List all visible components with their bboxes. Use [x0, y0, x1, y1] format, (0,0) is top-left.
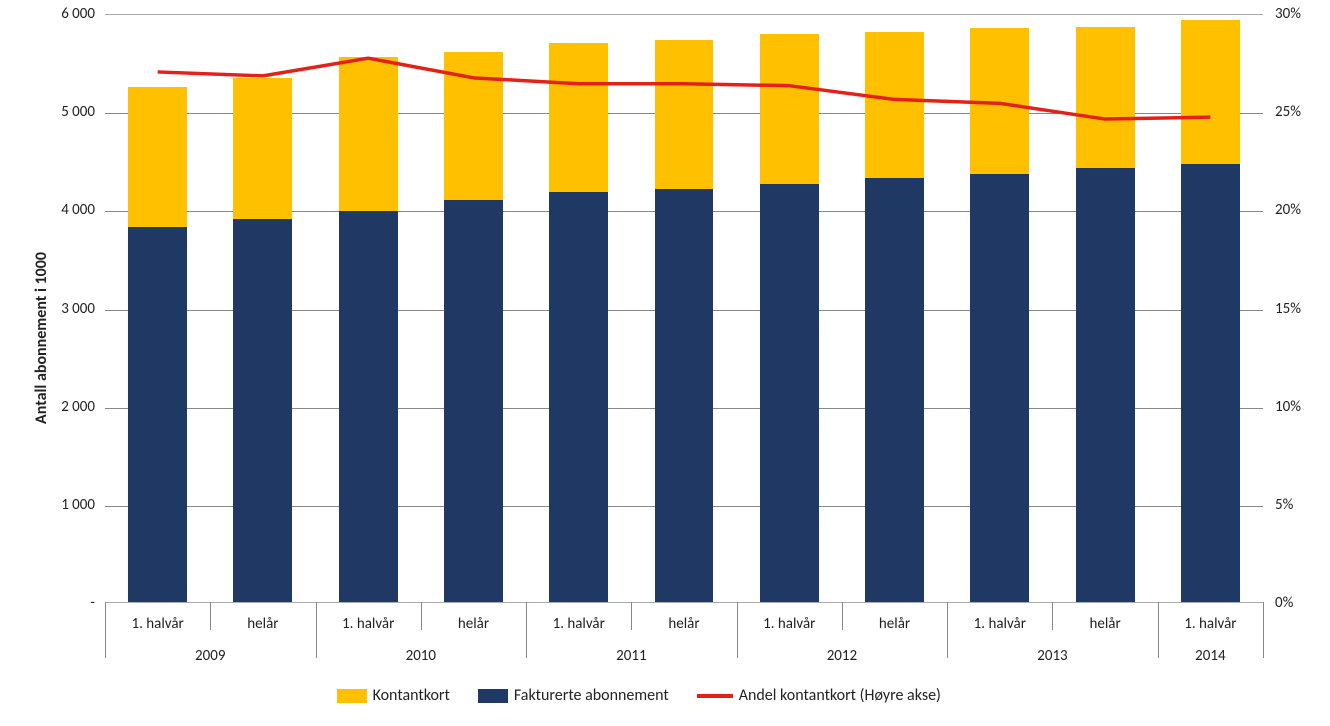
x-period-label: helår	[668, 615, 699, 633]
x-year-label: 2014	[1195, 647, 1225, 665]
category-divider	[631, 602, 632, 630]
bar-kontantkort	[760, 34, 819, 184]
category-divider	[1158, 602, 1159, 658]
y-left-tick-label: -	[35, 594, 95, 612]
x-period-label: helår	[1089, 615, 1120, 633]
category-divider	[210, 602, 211, 630]
legend-swatch-andel	[697, 694, 733, 698]
category-divider	[526, 602, 527, 658]
category-divider	[842, 602, 843, 630]
bar-kontantkort	[339, 57, 398, 211]
y-right-tick-label: 5%	[1275, 496, 1293, 514]
bar-kontantkort	[444, 52, 503, 199]
category-divider	[316, 602, 317, 658]
x-period-label: helår	[247, 615, 278, 633]
x-period-label: 1. halvår	[1184, 615, 1236, 633]
x-period-label: 1. halvår	[763, 615, 815, 633]
legend-item-fakturerte: Fakturerte abonnement	[478, 686, 669, 705]
legend: Kontantkort Fakturerte abonnement Andel …	[337, 686, 941, 705]
bar-kontantkort	[1076, 27, 1135, 168]
y-right-tick-label: 10%	[1275, 398, 1301, 416]
category-divider	[1052, 602, 1053, 630]
category-divider	[947, 602, 948, 658]
bar-kontantkort	[655, 40, 714, 189]
x-year-label: 2012	[827, 647, 857, 665]
bar-fakturerte	[760, 184, 819, 602]
legend-swatch-kontantkort	[337, 689, 367, 703]
x-year-label: 2010	[406, 647, 436, 665]
bar-kontantkort	[1181, 20, 1240, 164]
category-divider	[1263, 602, 1264, 658]
y-right-tick-label: 0%	[1275, 594, 1293, 612]
legend-label-kontantkort: Kontantkort	[373, 686, 450, 705]
x-year-label: 2011	[616, 647, 646, 665]
bar-fakturerte	[655, 189, 714, 602]
x-period-label: 1. halvår	[342, 615, 394, 633]
legend-swatch-fakturerte	[478, 689, 508, 703]
category-divider	[737, 602, 738, 658]
category-divider	[421, 602, 422, 630]
bar-kontantkort	[865, 32, 924, 178]
x-year-label: 2009	[195, 647, 225, 665]
bar-fakturerte	[233, 219, 292, 602]
bar-fakturerte	[1181, 164, 1240, 602]
legend-item-andel: Andel kontantkort (Høyre akse)	[697, 686, 941, 705]
y-left-tick-label: 6 000	[35, 5, 95, 23]
bar-kontantkort	[233, 78, 292, 219]
y-left-tick-label: 5 000	[35, 103, 95, 121]
bar-fakturerte	[1076, 168, 1135, 602]
bar-fakturerte	[549, 192, 608, 602]
y-left-tick-label: 3 000	[35, 300, 95, 318]
x-period-label: 1. halvår	[974, 615, 1026, 633]
x-period-label: helår	[458, 615, 489, 633]
x-period-label: helår	[879, 615, 910, 633]
bar-kontantkort	[970, 28, 1029, 174]
bar-fakturerte	[865, 178, 924, 602]
y-left-tick-label: 2 000	[35, 398, 95, 416]
y-right-tick-label: 25%	[1275, 103, 1301, 121]
legend-label-fakturerte: Fakturerte abonnement	[514, 686, 669, 705]
bar-fakturerte	[339, 211, 398, 602]
y-right-tick-label: 15%	[1275, 300, 1301, 318]
y-right-tick-label: 30%	[1275, 5, 1301, 23]
x-year-label: 2013	[1037, 647, 1067, 665]
chart-container: Antall abonnement i 1000 Kontantkort Fak…	[10, 10, 1320, 716]
x-period-label: 1. halvår	[553, 615, 605, 633]
category-divider	[105, 602, 106, 658]
bar-fakturerte	[444, 200, 503, 602]
bar-kontantkort	[128, 87, 187, 227]
bar-kontantkort	[549, 43, 608, 191]
x-period-label: 1. halvår	[131, 615, 183, 633]
bar-fakturerte	[128, 227, 187, 602]
legend-label-andel: Andel kontantkort (Høyre akse)	[739, 686, 941, 705]
bar-fakturerte	[970, 174, 1029, 602]
y-left-tick-label: 4 000	[35, 201, 95, 219]
y-right-tick-label: 20%	[1275, 201, 1301, 219]
plot-area	[105, 14, 1263, 603]
y-left-tick-label: 1 000	[35, 496, 95, 514]
legend-item-kontantkort: Kontantkort	[337, 686, 450, 705]
